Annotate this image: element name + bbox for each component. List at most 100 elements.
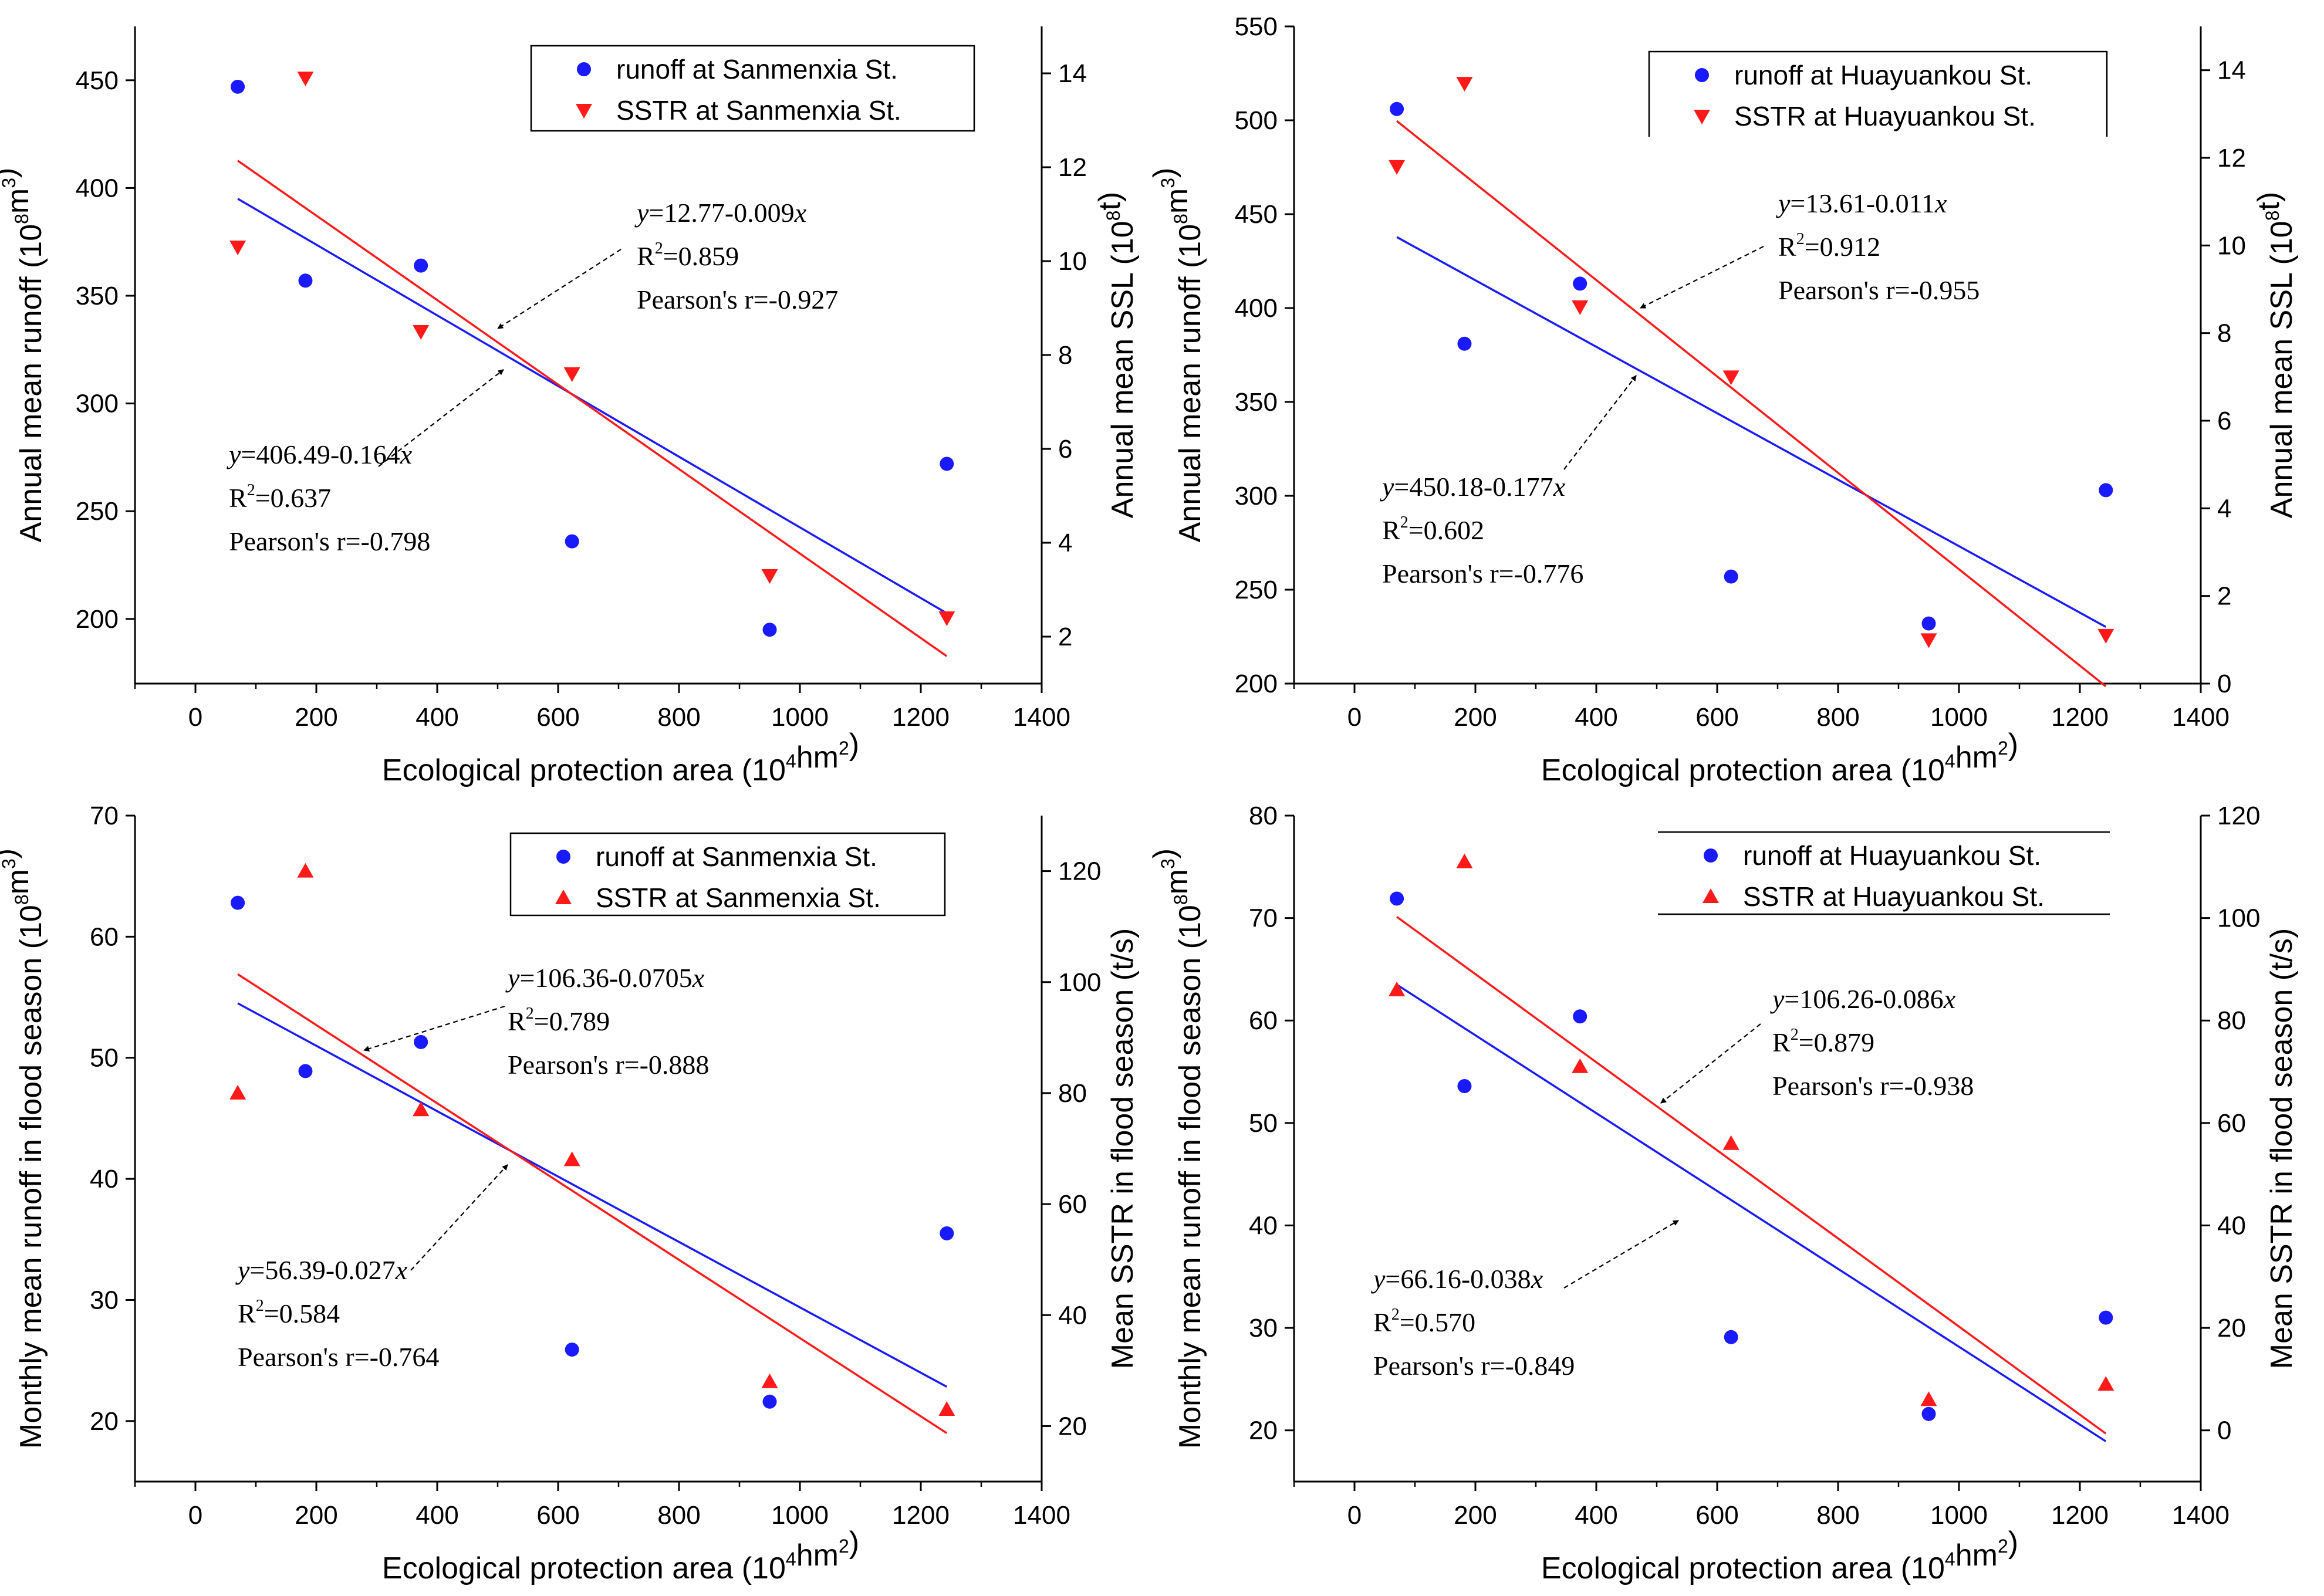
sstr-point <box>1722 370 1739 386</box>
legend-marker <box>556 850 570 864</box>
annotation-arrow <box>1563 375 1637 470</box>
runoff-point <box>1457 336 1472 351</box>
y2-tick-label: 12 <box>1058 153 1087 182</box>
x-tick-label: 600 <box>1695 1501 1738 1530</box>
y2-axis-title: Annual mean SSL (108t) <box>1093 192 1140 518</box>
annotation-arrow <box>410 1164 508 1271</box>
y-tick-label: 500 <box>1235 106 1278 135</box>
regression-annotation: y=406.49-0.164x R2=0.637 Pearson's r=-0.79… <box>227 369 504 556</box>
regression-annotation: y=106.26-0.086x R2=0.879 Pearson's r=-0.93… <box>1660 984 1974 1104</box>
y2-axis-title: Mean SSTR in flood season (t/s) <box>1106 928 1140 1369</box>
y2-tick-label: 6 <box>2217 407 2231 435</box>
pearson-r: Pearson's r=-0.798 <box>229 526 430 556</box>
runoff-point <box>565 534 579 549</box>
r-squared: R2=0.584 <box>238 1297 340 1328</box>
sstr-point <box>938 1401 955 1416</box>
y-tick-label: 50 <box>1249 1109 1278 1138</box>
legend-label: SSTR at Sanmenxia St. <box>596 882 881 913</box>
legend-marker <box>555 890 572 904</box>
y2-tick-label: 80 <box>2217 1006 2246 1035</box>
x-tick-label: 0 <box>188 703 202 732</box>
y-tick-label: 250 <box>1235 576 1278 604</box>
runoff-fit-line <box>237 1002 948 1388</box>
x-tick-label: 1400 <box>1013 1501 1070 1530</box>
legend-label: SSTR at Sanmenxia St. <box>616 95 901 126</box>
y2-tick-label: 60 <box>1058 1190 1087 1219</box>
y-tick-label: 450 <box>76 66 119 95</box>
y2-tick-label: 0 <box>2217 669 2231 698</box>
annotation-arrow <box>1640 246 1764 309</box>
y-tick-label: 300 <box>76 390 119 418</box>
pearson-r: Pearson's r=-0.849 <box>1373 1351 1575 1381</box>
y-axis-title: Monthly mean runoff in flood season (108… <box>0 848 48 1449</box>
regression-annotation: y=13.61-0.011x R2=0.912 Pearson's r=-0.955 <box>1640 188 1980 309</box>
y-axis-title: Annual mean runoff (108m3) <box>1147 168 1207 543</box>
x-tick-label: 1000 <box>771 1501 829 1530</box>
r-squared: R2=0.602 <box>1382 513 1484 545</box>
y2-tick-label: 80 <box>1058 1079 1087 1108</box>
y-tick-label: 250 <box>76 497 119 526</box>
x-tick-label: 800 <box>1816 703 1859 732</box>
regression-annotation: y=106.36-0.0705x R2=0.789 Pearson's r=-0.8… <box>363 963 709 1080</box>
y-tick-label: 450 <box>1235 200 1278 229</box>
y-tick-label: 350 <box>1235 388 1278 417</box>
y2-tick-label: 0 <box>2217 1416 2231 1445</box>
x-tick-label: 800 <box>657 703 700 732</box>
r-squared: R2=0.570 <box>1373 1306 1475 1337</box>
y2-tick-label: 12 <box>2217 144 2246 173</box>
sstr-point <box>761 1373 778 1388</box>
y2-tick-label: 120 <box>2217 802 2260 830</box>
runoff-point <box>940 457 954 471</box>
x-tick-label: 0 <box>1347 703 1362 732</box>
r-squared: R2=0.912 <box>1778 230 1880 262</box>
legend-marker <box>577 62 591 76</box>
y2-tick-label: 4 <box>1058 529 1072 557</box>
regression-equation: y=106.36-0.0705x <box>505 963 705 993</box>
y-tick-label: 20 <box>90 1407 119 1436</box>
sstr-point <box>229 1084 246 1100</box>
sstr-point <box>297 72 314 86</box>
pearson-r: Pearson's r=-0.938 <box>1772 1071 1974 1101</box>
y-tick-label: 70 <box>90 802 119 830</box>
y2-tick-label: 20 <box>1058 1412 1087 1441</box>
regression-equation: y=56.39-0.027x <box>235 1255 408 1285</box>
runoff-point <box>231 895 245 910</box>
legend: runoff at Sanmenxia St. SSTR at Sanmenxia… <box>530 45 975 132</box>
y-tick-label: 30 <box>90 1286 119 1314</box>
runoff-point <box>762 623 777 637</box>
y2-tick-label: 4 <box>2217 494 2231 523</box>
y-tick-label: 80 <box>1249 802 1278 830</box>
y2-tick-label: 14 <box>1058 59 1087 88</box>
legend-marker <box>576 104 592 119</box>
x-tick-label: 400 <box>416 703 458 732</box>
pearson-r: Pearson's r=-0.927 <box>637 285 838 315</box>
y-tick-label: 40 <box>1249 1211 1278 1240</box>
x-axis-title: Ecological protection area (104hm2) <box>382 728 859 787</box>
y2-tick-label: 120 <box>1058 857 1101 886</box>
sstr-point <box>1572 1058 1589 1073</box>
pearson-r: Pearson's r=-0.776 <box>1382 559 1583 589</box>
sstr-fit-line <box>237 160 948 657</box>
regression-equation: y=406.49-0.164x <box>227 439 413 469</box>
sstr-point <box>2097 628 2114 644</box>
y2-tick-label: 100 <box>2217 904 2260 933</box>
runoff-point <box>1573 276 1587 291</box>
y2-tick-label: 6 <box>1058 435 1072 464</box>
y2-tick-label: 2 <box>2217 582 2231 611</box>
annotation-arrow <box>378 369 504 467</box>
x-tick-label: 600 <box>536 703 579 732</box>
sstr-point <box>761 569 778 584</box>
y-tick-label: 350 <box>76 282 119 310</box>
annotation-arrow <box>1660 1023 1761 1104</box>
legend-label: runoff at Sanmenxia St. <box>616 54 898 84</box>
x-tick-label: 1200 <box>892 703 950 732</box>
x-axis-title: Ecological protection area (104hm2) <box>382 1526 859 1585</box>
sstr-point <box>2097 1376 2114 1391</box>
x-tick-label: 1400 <box>1013 703 1070 732</box>
y2-tick-label: 8 <box>1058 341 1072 370</box>
sstr-fit-line <box>1396 120 2107 688</box>
y-tick-label: 200 <box>76 605 119 634</box>
runoff-point <box>231 79 245 94</box>
x-tick-label: 600 <box>536 1501 579 1530</box>
x-tick-label: 800 <box>657 1501 700 1530</box>
